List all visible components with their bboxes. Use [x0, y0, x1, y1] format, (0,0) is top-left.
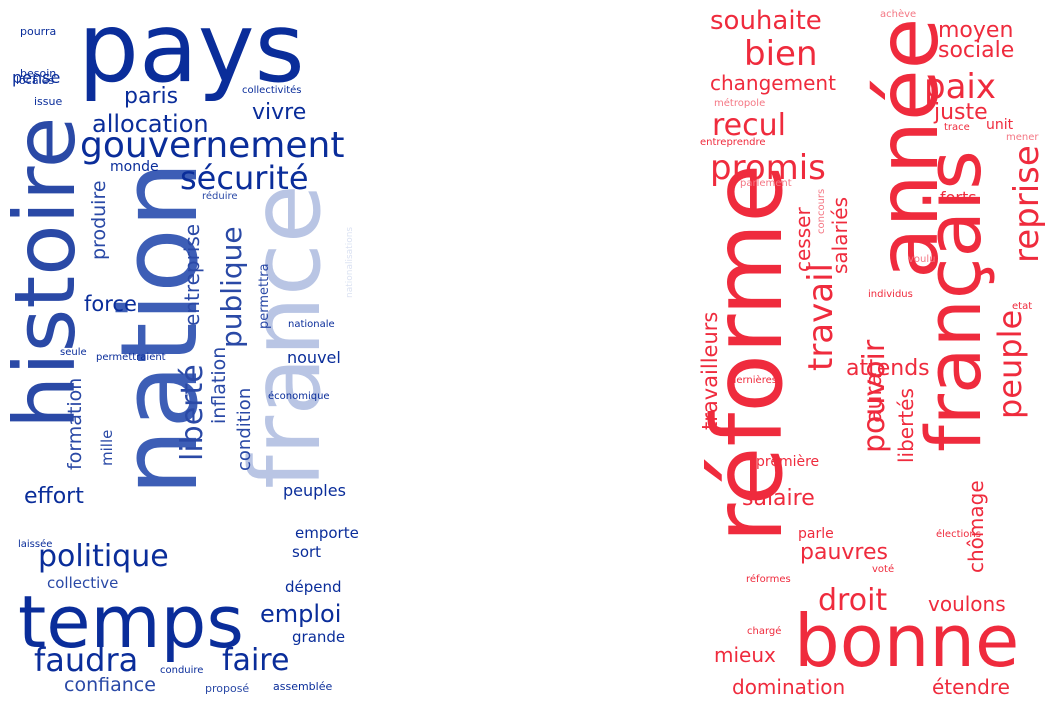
word-red-27: droit	[818, 583, 888, 618]
word-red-42: voulu	[908, 254, 936, 265]
word-blue-17: effort	[24, 484, 84, 509]
word-blue-18: force	[84, 292, 137, 316]
word-blue-13: paris	[124, 84, 179, 109]
word-cloud-red: année réforme français bonne souhaite bien cha…	[692, 0, 1060, 713]
word-red-46: élections	[936, 529, 981, 540]
word-blue-48: proposé	[205, 682, 250, 695]
word-blue-35: pourra	[20, 25, 57, 38]
word-red-48: voté	[872, 564, 895, 575]
word-red-29: mieux	[714, 643, 776, 667]
word-red-6: changement	[710, 71, 836, 95]
word-red-33: parle	[798, 526, 834, 542]
word-blue-37: locales	[16, 74, 55, 87]
word-blue-45: économique	[268, 391, 330, 402]
word-red-28: voulons	[928, 592, 1006, 616]
word-blue-36: besoin	[20, 67, 57, 80]
word-red-25: salaire	[742, 486, 815, 511]
word-red-38: mener	[1006, 132, 1039, 143]
word-blue-42: nationalisations	[345, 226, 355, 298]
word-blue-0: pays	[78, 0, 305, 104]
word-blue-41: nationale	[288, 319, 335, 330]
word-blue-4: temps	[18, 580, 244, 664]
word-red-39: entreprendre	[700, 137, 766, 148]
word-blue-29: sort	[292, 543, 322, 561]
word-red-41: concours	[816, 188, 827, 234]
word-blue-33: mille	[98, 429, 116, 466]
word-red-10: juste	[934, 100, 988, 125]
word-red-49: chargé	[747, 626, 782, 637]
word-red-43: individus	[868, 289, 913, 300]
word-red-18: travail	[801, 263, 841, 371]
word-blue-38: issue	[34, 95, 63, 108]
word-red-5: bien	[744, 34, 818, 74]
word-blue-34: permettra	[257, 263, 272, 329]
word-blue-9: faire	[222, 643, 290, 678]
word-blue-49: assemblée	[273, 680, 333, 693]
word-red-22: attends	[846, 356, 930, 381]
word-blue-12: allocation	[92, 110, 209, 138]
word-blue-31: grande	[292, 628, 346, 646]
word-blue-20: produire	[88, 180, 110, 260]
word-red-47: réformes	[746, 574, 791, 585]
word-blue-39: collectivités	[242, 85, 302, 96]
word-blue-43: seule	[60, 347, 87, 358]
word-red-26: pauvres	[800, 540, 888, 565]
word-blue-8: faudra	[34, 641, 139, 679]
word-blue-19: entreprise	[180, 223, 204, 326]
word-red-30: domination	[732, 675, 846, 699]
word-red-34: achève	[880, 9, 917, 20]
word-red-3: bonne	[794, 599, 1020, 683]
word-red-23: libertés	[894, 388, 918, 463]
word-red-13: reprise	[1007, 145, 1047, 263]
word-red-37: unit	[986, 117, 1014, 133]
word-blue-44: permettraient	[96, 352, 166, 363]
word-red-44: etat	[1012, 301, 1033, 312]
word-blue-16: confiance	[64, 674, 156, 696]
word-red-14: peuple	[991, 309, 1029, 419]
word-cloud-blue: pays histoire nation france temps gouvernemen…	[0, 0, 360, 713]
word-red-7: moyen	[938, 18, 1014, 43]
word-blue-26: nouvel	[287, 348, 341, 367]
word-red-24: chômage	[964, 480, 988, 573]
word-blue-25: monde	[110, 159, 159, 175]
word-blue-27: peuples	[283, 481, 346, 500]
word-red-15: forts	[940, 188, 977, 207]
word-blue-7: politique	[38, 539, 169, 574]
word-red-35: métropole	[714, 98, 766, 109]
word-blue-46: laissée	[18, 539, 53, 550]
word-blue-22: inflation	[208, 346, 230, 424]
word-blue-24: pense	[12, 68, 61, 87]
word-blue-15: emploi	[260, 600, 342, 628]
word-red-11: recul	[712, 108, 786, 143]
word-blue-30: dépend	[285, 578, 342, 596]
word-red-32: première	[756, 454, 820, 470]
word-blue-40: réduire	[202, 191, 238, 202]
word-blue-14: vivre	[252, 100, 307, 125]
word-red-4: souhaite	[710, 6, 822, 36]
word-red-40: parlement	[740, 178, 792, 189]
word-blue-28: emporte	[295, 524, 359, 542]
word-blue-23: condition	[234, 387, 255, 471]
word-blue-32: collective	[47, 574, 119, 592]
word-red-45: dernières	[730, 375, 777, 386]
word-blue-5: gouvernement	[80, 125, 345, 166]
word-red-31: étendre	[932, 675, 1010, 699]
word-red-36: trace	[944, 122, 970, 133]
word-red-8: sociale	[938, 38, 1015, 63]
word-blue-11: liberté	[175, 364, 210, 461]
word-blue-6: sécurité	[180, 159, 309, 197]
word-blue-47: conduire	[160, 665, 204, 676]
word-red-19: travailleurs	[698, 311, 722, 430]
word-blue-21: formation	[64, 377, 86, 470]
word-red-12: promis	[710, 148, 826, 188]
word-blue-10: publique	[215, 226, 248, 348]
word-red-9: paix	[924, 67, 996, 107]
